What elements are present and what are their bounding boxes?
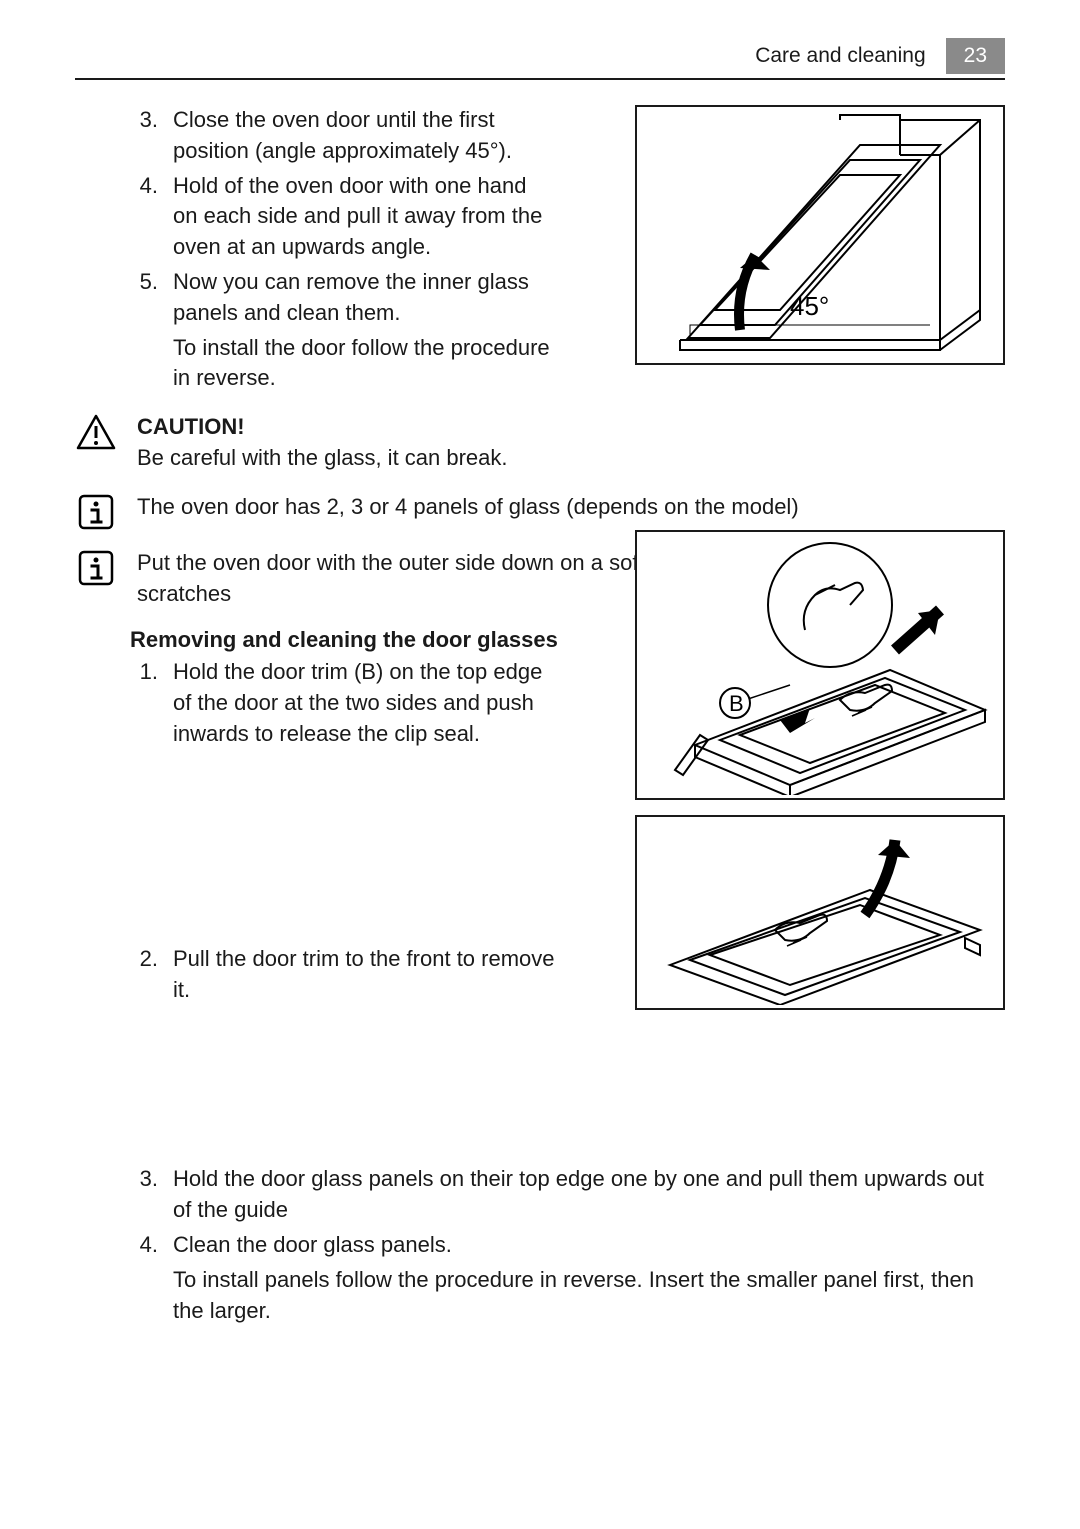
figure-oven-door-45: 45° [635,105,1005,365]
info-icon [75,548,117,586]
angle-label: 45° [790,291,829,321]
list-item: 2. Pull the door trim to the front to re… [75,944,555,1006]
list-item: 5. Now you can remove the inner glass pa… [75,267,555,329]
section-title: Care and cleaning [755,44,945,68]
list-item: 3. Close the oven door until the first p… [75,105,555,167]
steps-block-2a: 1. Hold the door trim (B) on the top edg… [75,657,555,749]
step-number: 5. [130,267,158,329]
callout-b: B [729,691,744,716]
reverse-note-2: To install panels follow the procedure i… [75,1265,1005,1327]
figure-door-trim-release: B [635,530,1005,800]
caution-text: Be careful with the glass, it can break. [137,443,1005,474]
step-number: 3. [130,1164,158,1226]
list-item: 4. Clean the door glass panels. [75,1230,1005,1261]
step-text: Now you can remove the inner glass panel… [173,267,555,329]
header-rule [75,78,1005,80]
list-item: 1. Hold the door trim (B) on the top edg… [75,657,555,749]
warning-icon [75,412,117,450]
steps-block-1: 3. Close the oven door until the first p… [75,105,555,394]
note-text: To install panels follow the procedure i… [173,1265,1005,1327]
steps-block-2b: 2. Pull the door trim to the front to re… [75,944,555,1006]
step-number: 1. [130,657,158,749]
step-text: Hold the door glass panels on their top … [173,1164,1005,1226]
page-number: 23 [946,38,1005,74]
step-number: 4. [130,171,158,263]
reverse-note: To install the door follow the procedure… [75,333,555,395]
step-text: Hold of the oven door with one hand on e… [173,171,555,263]
figure-door-trim-pull [635,815,1005,1010]
note-text: To install the door follow the procedure… [173,333,555,395]
info-text: The oven door has 2, 3 or 4 panels of gl… [137,492,1005,523]
step-number: 2. [130,944,158,1006]
page-header: Care and cleaning 23 [755,38,1005,74]
caution-block: CAUTION! Be careful with the glass, it c… [75,412,1005,474]
step-text: Close the oven door until the first posi… [173,105,555,167]
info-icon [75,492,117,530]
page-content: 45° 3. Close the oven door until the fir… [75,105,1005,1330]
step-text: Pull the door trim to the front to remov… [173,944,555,1006]
info-block: The oven door has 2, 3 or 4 panels of gl… [75,492,1005,530]
step-text: Hold the door trim (B) on the top edge o… [173,657,555,749]
list-item: 4. Hold of the oven door with one hand o… [75,171,555,263]
step-text: Clean the door glass panels. [173,1230,1005,1261]
step-number: 4. [130,1230,158,1261]
list-item: 3. Hold the door glass panels on their t… [75,1164,1005,1226]
step-number: 3. [130,105,158,167]
steps-block-2c: 3. Hold the door glass panels on their t… [75,1164,1005,1326]
caution-heading: CAUTION! [137,412,1005,443]
